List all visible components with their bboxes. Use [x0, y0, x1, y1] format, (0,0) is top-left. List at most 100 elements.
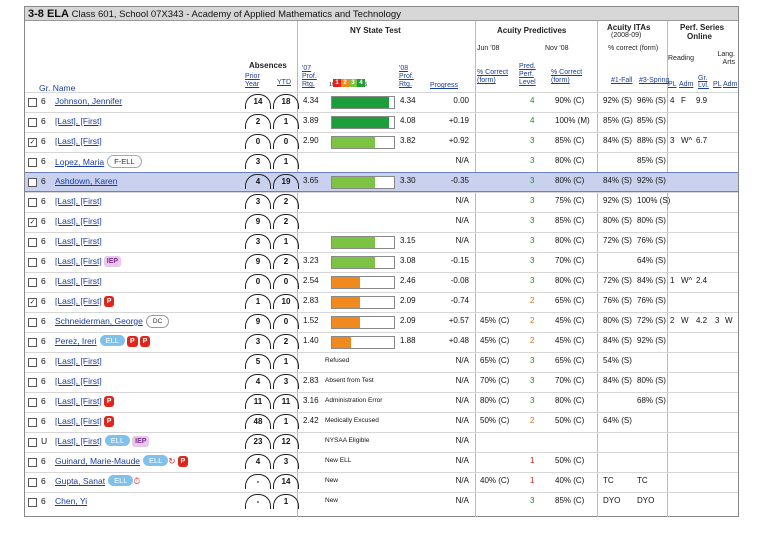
student-name-cell[interactable]: [Last], [First]: [55, 136, 102, 146]
student-row[interactable]: 6 Johnson, Jennifer 14 18 4.34 4.34 0.00 4 90% (…: [25, 92, 738, 111]
gr-lvl-header[interactable]: Gr. Lvl.: [698, 75, 709, 89]
student-row[interactable]: 6 Guinard, Marie-Maude ELL ↻ P 4 3 New ELL N/A 1 5…: [25, 452, 738, 471]
student-name-link[interactable]: Gupta, Sanat: [55, 476, 106, 486]
student-name-link[interactable]: [Last], [First]: [55, 396, 102, 406]
student-row[interactable]: ✓ 6 [Last], [First] 0 0 2.90 3.82 +0.92 3 85% (C)…: [25, 132, 738, 151]
student-name-cell[interactable]: Ashdown, Karen: [55, 176, 117, 186]
student-name-cell[interactable]: [Last], [First] P: [55, 396, 115, 408]
student-name-link[interactable]: [Last], [First]: [55, 216, 102, 226]
row-checkbox[interactable]: ✓: [28, 218, 37, 227]
student-name-link[interactable]: Schneiderman, George: [55, 316, 143, 326]
student-row[interactable]: 6 Ashdown, Karen 4 19 3.65 3.30 -0.35 3 80% (C) 8…: [25, 172, 738, 192]
student-row[interactable]: ✓ 6 [Last], [First] P 1 10 2.83 2.09 -0.74 2 65% (…: [25, 292, 738, 311]
student-row[interactable]: 6 [Last], [First] P 11 11 3.16 Administration …: [25, 392, 738, 411]
fall-header[interactable]: #1-Fall: [611, 77, 633, 84]
student-name-link[interactable]: Ashdown, Karen: [55, 176, 118, 186]
student-name-link[interactable]: [Last], [First]: [55, 376, 102, 386]
row-checkbox[interactable]: [28, 398, 37, 407]
row-checkbox[interactable]: [28, 118, 37, 127]
nov-pct-correct-header[interactable]: % Correct (form): [551, 69, 583, 84]
student-name-cell[interactable]: Guinard, Marie-Maude ELL ↻ P: [55, 455, 189, 468]
student-name-cell[interactable]: Johnson, Jennifer: [55, 96, 122, 106]
row-checkbox[interactable]: [28, 178, 37, 187]
student-name-link[interactable]: [Last], [First]: [55, 236, 102, 246]
row-checkbox[interactable]: ✓: [28, 138, 37, 147]
student-row[interactable]: U [Last], [First] ELL IEP 23 12 NYSAA Eligible…: [25, 432, 738, 451]
student-name-link[interactable]: Perez, Ireri: [55, 336, 97, 346]
student-name-link[interactable]: [Last], [First]: [55, 136, 102, 146]
student-name-link[interactable]: [Last], [First]: [55, 356, 102, 366]
student-name-link[interactable]: [Last], [First]: [55, 276, 102, 286]
student-row[interactable]: 6 [Last], [First] 0 0 2.54 2.46 -0.08 3 80% (C) 7…: [25, 272, 738, 291]
student-row[interactable]: 6 [Last], [First] P 48 1 2.42 Medically Excuse…: [25, 412, 738, 431]
student-name-link[interactable]: Lopez, Maria: [55, 157, 105, 167]
prof-rtg-08-header[interactable]: Prof. Rtg.: [399, 73, 414, 88]
student-row[interactable]: 6 Chen, Yi -1 New N/A 3 85% (C) DYO DYO: [25, 492, 738, 511]
student-name-cell[interactable]: [Last], [First]: [55, 196, 102, 206]
row-checkbox[interactable]: [28, 358, 37, 367]
student-row[interactable]: 6 Perez, Ireri ELL P P 3 2 1.40 1.88 +0.48 45% (C)…: [25, 332, 738, 351]
student-name-link[interactable]: [Last], [First]: [55, 416, 102, 426]
student-name-link[interactable]: [Last], [First]: [55, 116, 102, 126]
row-checkbox[interactable]: [28, 198, 37, 207]
progress-header[interactable]: Progress: [430, 82, 459, 89]
student-name-cell[interactable]: [Last], [First]: [55, 356, 102, 366]
student-name-cell[interactable]: [Last], [First] P: [55, 296, 115, 308]
student-row[interactable]: ✓ 6 [Last], [First] 9 2 N/A 3 85% (C) 80% (S) 80%…: [25, 212, 738, 231]
student-name-cell[interactable]: [Last], [First] IEP: [55, 256, 122, 268]
student-name-link[interactable]: Johnson, Jennifer: [55, 96, 123, 106]
row-checkbox[interactable]: [28, 478, 37, 487]
student-name-cell[interactable]: [Last], [First] ELL IEP: [55, 435, 150, 448]
jun-pct-correct-header[interactable]: % Correct (form): [477, 69, 509, 84]
student-row[interactable]: 6 Schneiderman, George DC 9 0 1.52 2.09 +0.57 45…: [25, 312, 738, 331]
student-row[interactable]: 6 Gupta, Sanat ELL ⏱ -14 New N/A 40% (C) 1 40% (C…: [25, 472, 738, 491]
adm2-header[interactable]: Adm: [723, 81, 738, 88]
row-checkbox[interactable]: [28, 278, 37, 287]
student-name-cell[interactable]: Schneiderman, George DC: [55, 315, 170, 329]
student-name-cell[interactable]: [Last], [First]: [55, 216, 102, 226]
student-name-cell[interactable]: [Last], [First] P: [55, 416, 115, 428]
y07-header[interactable]: '07: [302, 65, 312, 72]
pl2-header[interactable]: PL: [713, 81, 722, 88]
student-name-cell[interactable]: [Last], [First]: [55, 276, 102, 286]
student-name-cell[interactable]: [Last], [First]: [55, 236, 102, 246]
student-name-link[interactable]: [Last], [First]: [55, 196, 102, 206]
student-name-link[interactable]: [Last], [First]: [55, 296, 102, 306]
student-row[interactable]: 6 [Last], [First] 3 2 N/A 3 75% (C) 92% (S) 100%…: [25, 192, 738, 211]
student-row[interactable]: 6 Lopez, Maria F-ELL 3 1 N/A 3 80% (C) 85% (S): [25, 152, 738, 171]
row-checkbox[interactable]: [28, 98, 37, 107]
row-checkbox[interactable]: [28, 458, 37, 467]
row-checkbox[interactable]: [28, 238, 37, 247]
student-row[interactable]: 6 [Last], [First] 3 1 3.15 N/A 3 80% (C) 72% (S)…: [25, 232, 738, 251]
row-checkbox[interactable]: [28, 418, 37, 427]
row-checkbox[interactable]: ✓: [28, 298, 37, 307]
student-name-cell[interactable]: Chen, Yi: [55, 496, 87, 506]
y08-header[interactable]: '08: [399, 65, 409, 72]
pred-perf-level-header[interactable]: Pred. Perf. Level: [519, 63, 536, 86]
prior-year-header[interactable]: Prior Year: [245, 73, 260, 88]
gr-name-header[interactable]: Gr. Name: [39, 83, 76, 93]
student-name-cell[interactable]: [Last], [First]: [55, 376, 102, 386]
student-name-cell[interactable]: Lopez, Maria F-ELL: [55, 155, 142, 169]
student-row[interactable]: 6 [Last], [First] IEP 9 2 3.23 3.08 -0.15 3 70% (…: [25, 252, 738, 271]
student-name-link[interactable]: Chen, Yi: [55, 496, 88, 506]
student-row[interactable]: 6 [Last], [First] 5 1 Refused N/A 65% (C) 3 65% …: [25, 352, 738, 371]
row-checkbox[interactable]: [28, 158, 37, 167]
student-name-link[interactable]: [Last], [First]: [55, 436, 102, 446]
ytd-header[interactable]: YTD: [277, 79, 291, 86]
student-name-link[interactable]: Guinard, Marie-Maude: [55, 456, 141, 466]
adm-header[interactable]: Adm: [679, 81, 694, 88]
prof-rtg-07-header[interactable]: Prof. Rtg.: [302, 73, 317, 88]
student-name-cell[interactable]: [Last], [First]: [55, 116, 102, 126]
pl-header[interactable]: PL: [668, 81, 677, 88]
row-checkbox[interactable]: [28, 438, 37, 447]
spring-header[interactable]: #3-Spring: [639, 77, 670, 84]
student-name-cell[interactable]: Gupta, Sanat ELL ⏱: [55, 475, 140, 487]
student-row[interactable]: 6 [Last], [First] 4 3 2.83 Absent from Test N/…: [25, 372, 738, 391]
row-checkbox[interactable]: [28, 378, 37, 387]
student-row[interactable]: 6 [Last], [First] 2 1 3.89 4.08 +0.19 4 100% (M)…: [25, 112, 738, 131]
student-name-cell[interactable]: Perez, Ireri ELL P P: [55, 335, 151, 348]
row-checkbox[interactable]: [28, 318, 37, 327]
row-checkbox[interactable]: [28, 498, 37, 507]
row-checkbox[interactable]: [28, 258, 37, 267]
